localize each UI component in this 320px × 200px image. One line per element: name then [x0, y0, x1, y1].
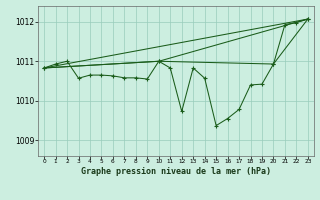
X-axis label: Graphe pression niveau de la mer (hPa): Graphe pression niveau de la mer (hPa) [81, 167, 271, 176]
